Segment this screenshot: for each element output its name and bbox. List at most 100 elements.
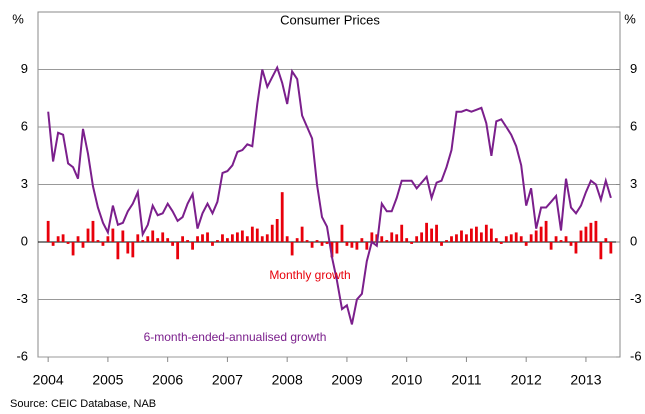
bar: [136, 234, 140, 242]
bar: [211, 242, 214, 246]
x-tick-label: 2005: [92, 372, 123, 388]
bar: [305, 240, 309, 242]
bar: [390, 232, 394, 242]
bar: [400, 224, 404, 242]
bar: [539, 226, 543, 242]
bar: [235, 232, 239, 242]
bar: [340, 224, 344, 242]
bar: [564, 236, 568, 242]
bar: [549, 242, 553, 250]
y2-tick-label: -3: [630, 291, 642, 306]
x-tick-label: 2004: [33, 372, 64, 388]
bar: [300, 226, 304, 242]
bar: [440, 242, 443, 246]
bar: [435, 224, 438, 242]
bar: [460, 230, 463, 242]
bar: [146, 236, 150, 242]
x-tick-label: 2011: [451, 372, 481, 388]
x-tick-label: 2007: [212, 372, 243, 388]
bar: [51, 242, 55, 246]
bar: [524, 242, 528, 246]
bar: [226, 238, 229, 242]
bar: [275, 219, 279, 242]
bar: [240, 230, 244, 242]
bar: [81, 242, 85, 248]
bar: [469, 228, 473, 242]
bar: [569, 242, 573, 246]
bar: [186, 240, 189, 242]
y-tick-label: 6: [21, 118, 28, 133]
bar: [365, 242, 369, 250]
series-annotation: Monthly growth: [269, 268, 350, 282]
bar: [245, 236, 249, 242]
bar: [385, 240, 389, 242]
bar: [380, 236, 384, 242]
bar: [151, 230, 155, 242]
bar: [56, 236, 60, 242]
bar: [345, 242, 349, 246]
bar: [216, 240, 219, 242]
y-tick-label: -3: [16, 291, 28, 306]
y2-axis-label: %: [624, 11, 636, 26]
bar: [166, 238, 170, 242]
x-tick-label: 2010: [391, 372, 422, 388]
bar: [201, 234, 204, 242]
bar: [360, 238, 364, 242]
x-tick-label: 2008: [272, 372, 303, 388]
bar: [405, 238, 409, 242]
y-tick-label: -6: [16, 348, 28, 363]
bar: [410, 242, 414, 244]
bar: [370, 232, 374, 242]
bar: [255, 228, 259, 242]
bar: [335, 242, 339, 254]
y-axis-label: %: [12, 11, 24, 26]
bar: [465, 234, 468, 242]
bar: [290, 242, 294, 256]
bar: [594, 220, 598, 242]
bar: [111, 228, 115, 242]
bar: [66, 242, 70, 244]
bar: [519, 236, 523, 242]
bar: [230, 234, 234, 242]
bar: [584, 226, 588, 242]
bar: [479, 232, 483, 242]
bar: [131, 242, 135, 258]
bar: [315, 240, 319, 242]
chart-title: Consumer Prices: [280, 12, 380, 27]
line: [47, 65, 612, 325]
bar: [350, 242, 354, 248]
bar: [445, 240, 448, 242]
y2-tick-label: 3: [630, 176, 637, 191]
bar: [270, 224, 274, 242]
y-tick-label: 3: [21, 176, 28, 191]
bar: [475, 226, 478, 242]
x-tick-label: 2012: [511, 372, 542, 388]
bar: [116, 242, 120, 260]
bar: [295, 238, 299, 242]
bar: [430, 228, 433, 242]
bar: [221, 234, 224, 242]
bar: [455, 234, 458, 242]
bar: [554, 236, 558, 242]
bar: [206, 232, 209, 242]
bar: [191, 242, 194, 250]
bar: [71, 242, 75, 256]
bar: [86, 228, 90, 242]
bar: [589, 222, 593, 242]
y2-tick-label: 6: [630, 118, 637, 133]
bar: [599, 242, 603, 260]
bar: [494, 238, 498, 242]
bar: [181, 236, 185, 242]
bar: [280, 192, 284, 242]
bar: [106, 236, 110, 242]
bar: [46, 220, 50, 242]
bar: [126, 242, 130, 254]
bar: [285, 236, 289, 242]
bar: [96, 240, 100, 242]
bar: [559, 240, 563, 242]
bar: [76, 236, 80, 242]
bar: [489, 228, 493, 242]
y2-tick-label: 9: [630, 61, 637, 76]
bar: [260, 236, 264, 242]
